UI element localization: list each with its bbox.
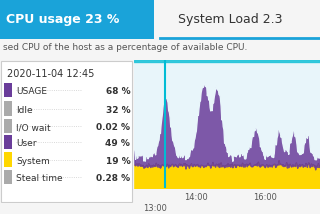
FancyBboxPatch shape [0,0,154,39]
FancyBboxPatch shape [1,61,132,202]
FancyBboxPatch shape [4,170,12,184]
Text: 13:00: 13:00 [143,204,167,213]
Text: 68 %: 68 % [106,87,130,96]
Text: 2020-11-04 12:45: 2020-11-04 12:45 [7,69,94,79]
Text: USAGE: USAGE [16,87,47,96]
Text: Steal time: Steal time [16,174,63,183]
Text: sed CPU of the host as a percentage of available CPU.: sed CPU of the host as a percentage of a… [3,43,248,52]
Text: System: System [16,157,50,166]
Text: 49 %: 49 % [106,139,130,148]
FancyBboxPatch shape [4,83,12,97]
Text: Idle: Idle [16,106,33,115]
Text: 0.28 %: 0.28 % [96,174,130,183]
FancyBboxPatch shape [4,135,12,149]
Text: I/O wait: I/O wait [16,123,51,132]
Text: User: User [16,139,36,148]
Text: 32 %: 32 % [106,106,130,115]
Text: System Load 2.3: System Load 2.3 [178,13,283,26]
Text: 19 %: 19 % [106,157,130,166]
FancyBboxPatch shape [4,152,12,167]
Text: 0.02 %: 0.02 % [96,123,130,132]
FancyBboxPatch shape [4,101,12,116]
FancyBboxPatch shape [4,119,12,134]
Text: CPU usage 23 %: CPU usage 23 % [6,13,120,26]
